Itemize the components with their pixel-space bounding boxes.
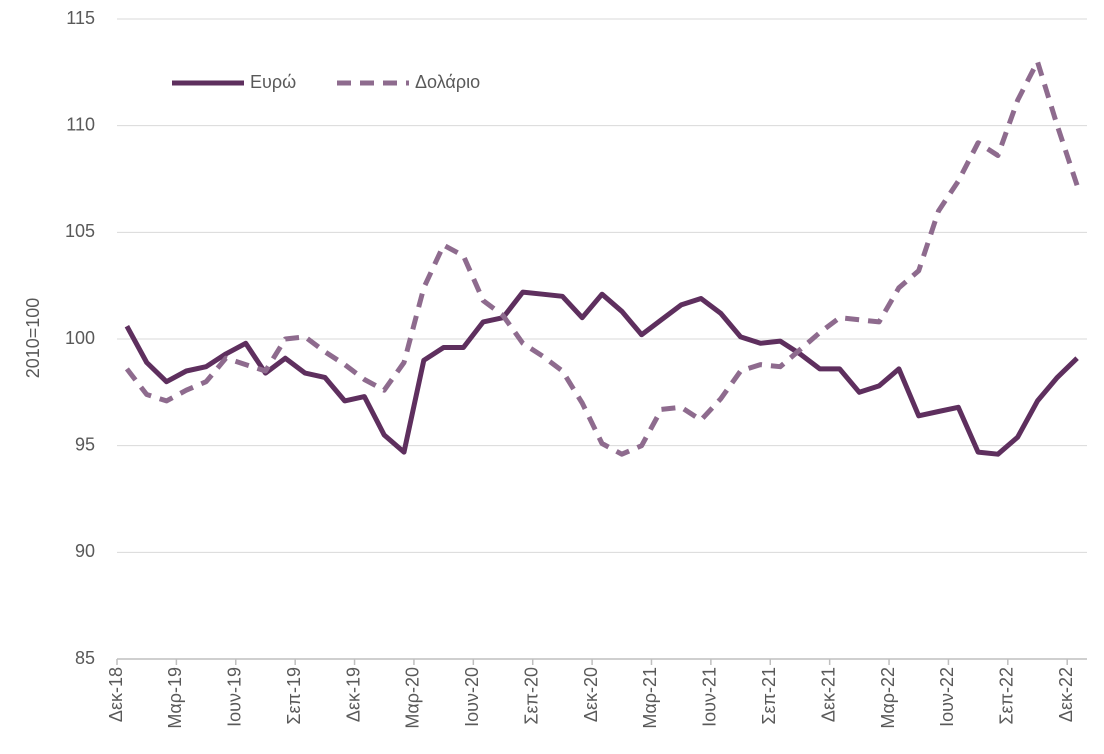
y-tick-label: 85 [75, 648, 95, 668]
x-tick-label: Σεπ-19 [284, 667, 304, 725]
legend-label: Δολάριο [415, 72, 480, 92]
y-tick-label: 115 [66, 8, 95, 28]
x-tick-label: Ιουν-22 [937, 667, 957, 727]
y-tick-label: 110 [66, 114, 95, 134]
x-tick-label: Σεπ-20 [521, 667, 541, 725]
x-tick-label: Ιουν-19 [225, 667, 245, 727]
y-tick-label: 105 [65, 221, 95, 241]
legend-label: Ευρώ [250, 72, 296, 92]
y-tick-label: 95 [75, 434, 95, 454]
x-tick-label: Δεκ-22 [1056, 667, 1076, 722]
x-tick-label: Δεκ-18 [106, 667, 126, 722]
y-tick-label: 90 [75, 541, 95, 561]
line [124, 289, 1079, 457]
y-tick-label: 100 [65, 328, 95, 348]
x-tick-label: Δεκ-21 [818, 667, 838, 722]
x-tick-label: Μαρ-21 [640, 667, 660, 729]
x-tick-label: Ιουν-21 [700, 667, 720, 727]
x-tick-label: Σεπ-21 [759, 667, 779, 725]
y-axis-label: 2010=100 [23, 298, 43, 379]
x-tick-label: Μαρ-22 [878, 667, 898, 729]
x-tick-label: Μαρ-20 [403, 667, 423, 729]
x-tick-label: Ιουν-20 [462, 667, 482, 727]
line [124, 59, 1080, 457]
x-tick-label: Δεκ-19 [343, 667, 363, 722]
x-tick-label: Δεκ-20 [581, 667, 601, 722]
x-tick-label: Μαρ-19 [165, 667, 185, 729]
x-tick-label: Σεπ-22 [997, 667, 1017, 725]
